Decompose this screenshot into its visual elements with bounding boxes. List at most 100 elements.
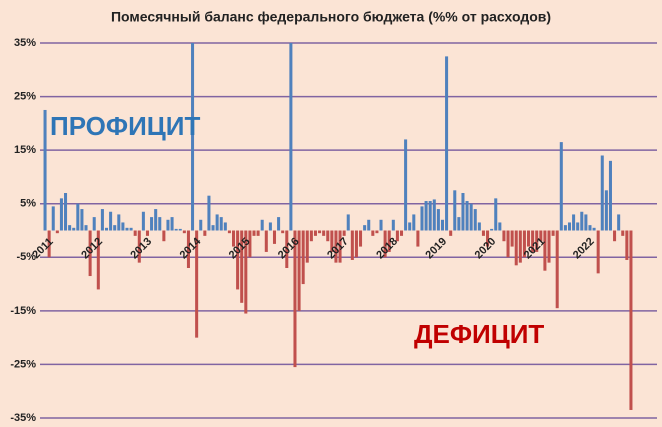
- bar: [59, 198, 63, 231]
- bar: [551, 230, 555, 236]
- bar: [113, 225, 117, 231]
- bar: [502, 230, 506, 242]
- bar: [572, 214, 576, 231]
- bar: [338, 230, 342, 263]
- bar: [453, 190, 457, 231]
- bar: [481, 230, 485, 236]
- bar: [555, 230, 559, 309]
- bar: [199, 219, 203, 231]
- bar: [371, 230, 375, 236]
- bar: [51, 206, 55, 231]
- bar: [64, 193, 68, 231]
- y-tick-label: -5%: [16, 251, 36, 263]
- bar: [133, 230, 137, 236]
- bar: [342, 230, 346, 236]
- bar: [240, 230, 244, 303]
- bars: [43, 43, 633, 410]
- bar: [457, 217, 461, 231]
- bar: [100, 209, 104, 231]
- bar: [412, 214, 416, 231]
- bar: [121, 222, 125, 231]
- bar: [281, 230, 285, 234]
- bar: [109, 211, 113, 231]
- bar: [232, 230, 236, 247]
- bar: [264, 230, 268, 252]
- bar: [563, 225, 567, 231]
- bar: [436, 209, 440, 231]
- bar: [252, 230, 256, 236]
- bar: [301, 230, 305, 285]
- bar: [211, 225, 215, 231]
- bar: [510, 230, 514, 247]
- bar: [469, 203, 473, 231]
- bar: [383, 230, 387, 258]
- bar: [272, 230, 277, 244]
- bar: [539, 230, 543, 242]
- bar: [137, 230, 141, 263]
- bar: [76, 203, 80, 231]
- bar: [494, 198, 498, 231]
- y-tick-label: -35%: [10, 412, 36, 424]
- bar: [68, 225, 72, 231]
- bar: [535, 230, 539, 252]
- bar: [375, 230, 379, 234]
- bar: [256, 230, 260, 236]
- bar: [84, 225, 88, 231]
- bar: [395, 230, 399, 242]
- bar: [80, 209, 84, 231]
- bar: [625, 230, 629, 260]
- bar: [326, 230, 330, 242]
- y-tick-label: 15%: [14, 144, 36, 156]
- chart-title: Помесячный баланс федерального бюджета (…: [111, 9, 551, 25]
- bar: [330, 230, 334, 252]
- bar: [145, 230, 149, 236]
- bar: [367, 219, 371, 231]
- bar: [600, 155, 604, 231]
- bar: [518, 230, 522, 263]
- bar: [350, 230, 354, 260]
- bar: [449, 230, 453, 236]
- bar: [580, 211, 584, 231]
- bar: [203, 230, 207, 236]
- bar: [445, 56, 449, 231]
- bar: [92, 217, 96, 231]
- bar: [465, 201, 469, 231]
- bar: [490, 228, 494, 231]
- bar: [506, 230, 510, 258]
- bar: [305, 230, 309, 263]
- bar: [174, 228, 178, 231]
- bar: [43, 109, 47, 231]
- bar: [223, 222, 227, 231]
- bar: [629, 230, 633, 410]
- bar: [354, 230, 358, 258]
- bar: [486, 230, 490, 247]
- bar: [567, 222, 572, 231]
- bar: [309, 230, 313, 242]
- annotation-deficit: ДЕФИЦИТ: [414, 319, 544, 349]
- bar: [514, 230, 518, 266]
- bar: [313, 230, 317, 236]
- bar: [416, 230, 420, 247]
- bar: [408, 222, 412, 231]
- bar: [391, 219, 395, 231]
- bar: [527, 230, 531, 247]
- bar: [617, 214, 621, 231]
- bar: [424, 201, 428, 231]
- bar: [117, 214, 121, 231]
- bar: [158, 217, 162, 231]
- y-tick-label: 25%: [14, 90, 36, 102]
- bar: [621, 230, 625, 236]
- bar: [318, 230, 322, 234]
- bar: [379, 219, 383, 231]
- bar: [219, 217, 223, 231]
- bar: [498, 222, 502, 231]
- bar: [588, 225, 592, 231]
- bar: [428, 201, 432, 231]
- bar: [399, 230, 404, 236]
- bar: [215, 214, 219, 231]
- bar: [576, 222, 580, 231]
- bar: [559, 142, 563, 231]
- bar: [195, 230, 199, 338]
- bar: [531, 230, 535, 252]
- bar: [154, 209, 158, 231]
